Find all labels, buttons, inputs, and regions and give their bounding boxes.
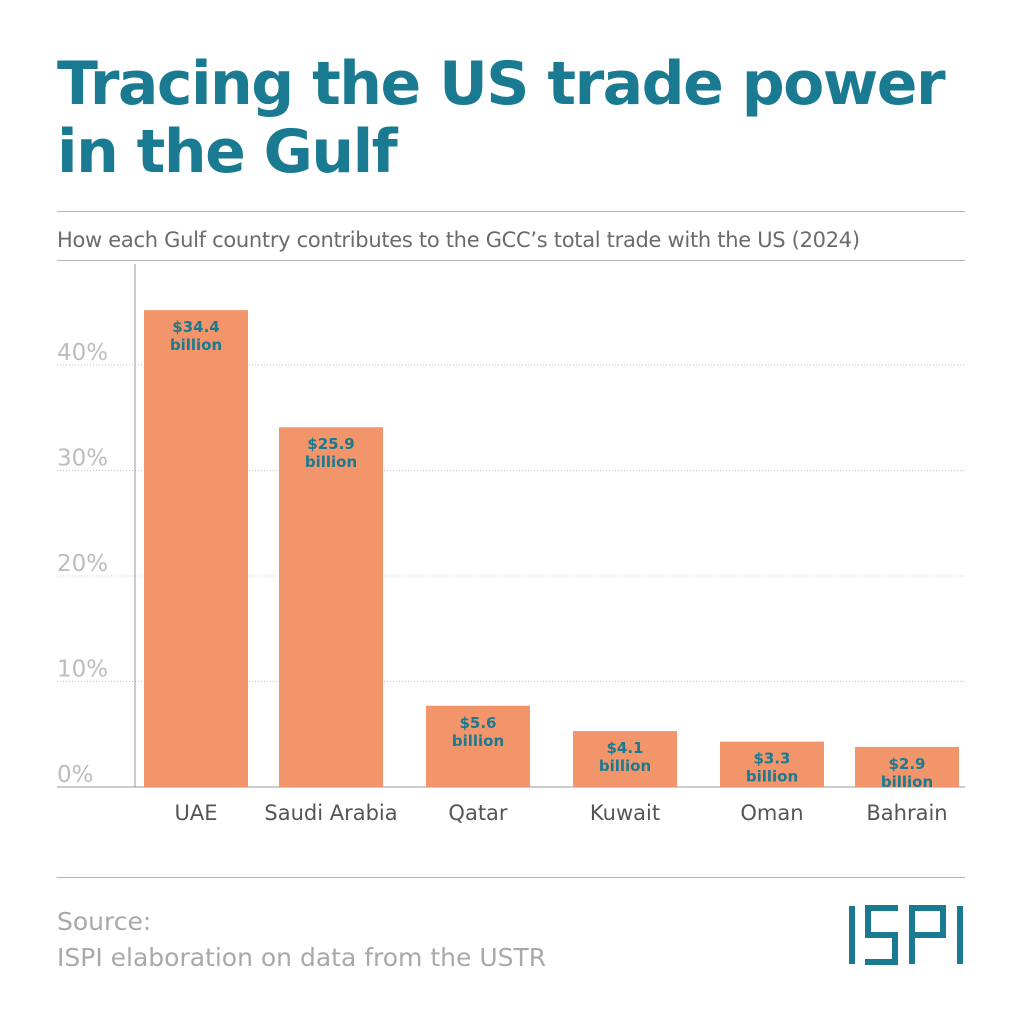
value-labels: $34.4 billion $25.9 billion $5.6 billion $4.1 b… xyxy=(170,318,933,791)
y-tick-label: 40% xyxy=(57,340,108,366)
bar xyxy=(720,741,824,787)
value-label: $25.9 billion xyxy=(305,435,357,471)
y-tick-label: 0% xyxy=(57,762,94,788)
source-text: ISPI elaboration on data from the USTR xyxy=(57,943,547,972)
chart-subtitle: How each Gulf country contributes to the… xyxy=(57,228,860,252)
category-label: Bahrain xyxy=(866,801,947,825)
y-tick-label: 10% xyxy=(57,657,108,683)
bar xyxy=(855,746,959,787)
value-label: $5.6 billion xyxy=(452,714,504,750)
category-label: Oman xyxy=(740,801,803,825)
category-labels: UAE Saudi Arabia Qatar Kuwait Oman Bahrain xyxy=(174,801,947,825)
y-tick-label: 20% xyxy=(57,551,108,577)
value-label: $34.4 billion xyxy=(170,318,222,354)
bar xyxy=(426,705,530,787)
y-tick-label: 30% xyxy=(57,446,108,472)
source-note: Source: ISPI elaboration on data from th… xyxy=(57,904,546,976)
subtitle-divider xyxy=(57,260,965,261)
page-title: Tracing the US trade power in the Gulf xyxy=(57,49,946,187)
bar xyxy=(573,731,677,787)
bar-chart: 0%10%20%30%40% $34.4 billion$25.9 billion$… xyxy=(57,264,965,825)
title-divider xyxy=(57,211,965,212)
source-heading: Source: xyxy=(57,907,152,936)
category-label: Kuwait xyxy=(590,801,660,825)
category-label: Saudi Arabia xyxy=(264,801,397,825)
bar xyxy=(144,310,248,787)
category-label: Qatar xyxy=(448,801,508,825)
value-label: $4.1 billion xyxy=(599,739,651,775)
category-label: UAE xyxy=(174,801,217,825)
ispi-logo xyxy=(849,905,963,965)
bars xyxy=(144,310,959,787)
bar xyxy=(279,427,383,787)
value-label: $3.3 billion xyxy=(746,750,798,786)
footer-divider xyxy=(57,877,965,878)
value-label: $2.9 billion xyxy=(881,755,933,791)
gridlines xyxy=(57,364,965,682)
y-axis-ticks: 0% 10% 20% 30% 40% xyxy=(57,340,108,788)
